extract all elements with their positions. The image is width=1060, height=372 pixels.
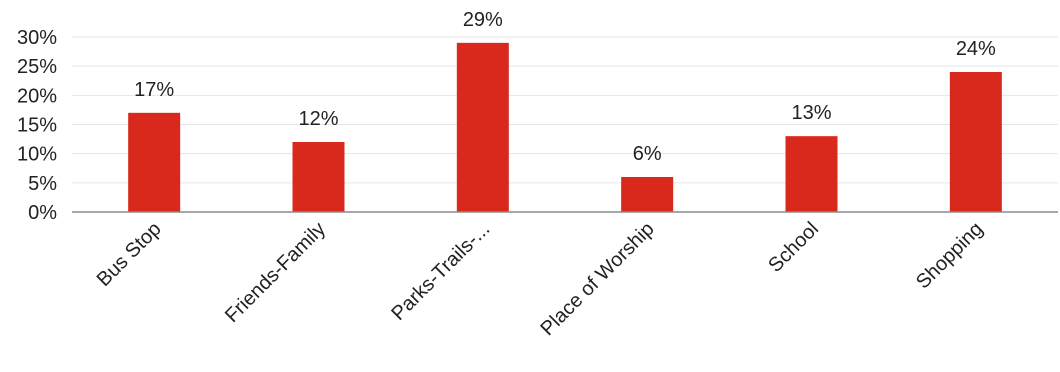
- data-label: 17%: [134, 79, 174, 101]
- data-labels: 17% 12% 29% 6% 13% 24%: [134, 9, 996, 165]
- data-label: 6%: [633, 143, 662, 165]
- data-label: 29%: [463, 9, 503, 31]
- category-label: Parks-Trails-...: [387, 218, 494, 325]
- y-axis: 0% 5% 10% 15% 20% 25% 30%: [17, 27, 57, 224]
- data-label: 12%: [298, 108, 338, 130]
- y-tick-label: 10%: [17, 144, 57, 166]
- bar: [949, 72, 1002, 212]
- category-label: Friends-Family: [221, 218, 330, 327]
- y-tick-label: 15%: [17, 115, 57, 137]
- bar: [621, 177, 674, 212]
- y-tick-label: 30%: [17, 27, 57, 49]
- category-label: School: [764, 218, 823, 277]
- y-tick-label: 20%: [17, 85, 57, 107]
- category-label: Place of Worship: [537, 218, 659, 340]
- bar: [292, 142, 345, 212]
- gridlines: [72, 36, 1058, 184]
- bar: [785, 136, 838, 212]
- y-tick-label: 25%: [17, 56, 57, 78]
- y-tick-label: 0%: [28, 202, 57, 224]
- category-label: Bus Stop: [93, 218, 166, 291]
- data-label: 24%: [956, 38, 996, 60]
- bar: [456, 42, 509, 213]
- category-label: Shopping: [912, 218, 987, 293]
- bar: [128, 112, 181, 212]
- x-axis: Bus Stop Friends-Family Parks-Trails-... Pl…: [72, 211, 1058, 340]
- y-tick-label: 5%: [28, 173, 57, 195]
- bars: [128, 42, 1002, 213]
- data-label: 13%: [791, 102, 831, 124]
